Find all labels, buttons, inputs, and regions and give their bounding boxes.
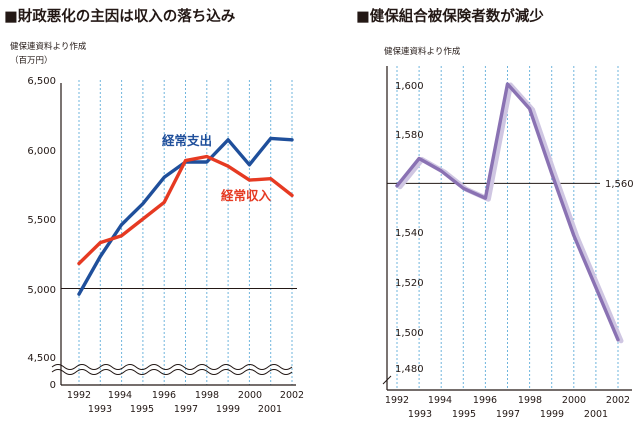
right-x-tick: 2001 bbox=[584, 409, 608, 420]
right-chart-title: ■健保組合被保険者数が減少 bbox=[356, 7, 544, 25]
right-x-tick: 1997 bbox=[496, 409, 520, 420]
right-y-tick: 1,540 bbox=[395, 228, 424, 239]
left-x-tick: 2000 bbox=[238, 390, 262, 401]
right-axis-break bbox=[382, 375, 392, 385]
series-line-shadow bbox=[397, 82, 624, 344]
right-x-tick: 2002 bbox=[606, 395, 630, 406]
left-y-tick: 0 bbox=[50, 380, 56, 391]
left-vertical-grid bbox=[78, 80, 293, 385]
left-x-tick: 1995 bbox=[130, 404, 154, 415]
series-line-income bbox=[77, 154, 294, 266]
left-chart: ■財政悪化の主因は収入の落ち込み 健保連資料より作成 （百万円） 6,500 6… bbox=[4, 7, 304, 415]
right-reference-label: 1,560 bbox=[605, 179, 634, 190]
right-x-tick: 1993 bbox=[408, 409, 432, 420]
right-x-tick: 1996 bbox=[473, 395, 497, 406]
right-x-tick: 1994 bbox=[428, 395, 452, 406]
left-x-tick: 1994 bbox=[108, 390, 132, 401]
left-x-tick: 1997 bbox=[174, 404, 198, 415]
left-axis-break bbox=[51, 364, 293, 375]
left-x-tick: 2002 bbox=[280, 390, 304, 401]
left-y-tick: 6,000 bbox=[27, 146, 56, 157]
left-x-tick: 1998 bbox=[195, 390, 219, 401]
right-x-tick: 1998 bbox=[518, 395, 542, 406]
right-x-tick: 1999 bbox=[540, 409, 564, 420]
left-x-tick: 1992 bbox=[67, 390, 91, 401]
series-label-expenditure: 経常支出 bbox=[162, 133, 212, 148]
left-y-tick: 5,000 bbox=[27, 285, 56, 296]
left-y-tick: 6,500 bbox=[27, 76, 56, 87]
series-label-income: 経常収入 bbox=[221, 188, 272, 203]
right-y-tick: 1,500 bbox=[395, 328, 424, 339]
left-series-group bbox=[77, 136, 294, 296]
left-y-tick: 4,500 bbox=[27, 353, 56, 364]
right-y-tick: 1,480 bbox=[395, 364, 424, 375]
right-x-tick: 1995 bbox=[452, 409, 476, 420]
right-y-tick: 1,520 bbox=[395, 278, 424, 289]
left-x-tick: 1999 bbox=[216, 404, 240, 415]
right-chart: ■健保組合被保険者数が減少 健保連資料より作成 1,600 1,580 1,56… bbox=[356, 7, 634, 420]
right-x-tick: 1992 bbox=[385, 395, 409, 406]
left-x-tick: 2001 bbox=[258, 404, 282, 415]
left-x-tick: 1996 bbox=[152, 390, 176, 401]
series-line-insured bbox=[395, 82, 620, 342]
left-chart-title: ■財政悪化の主因は収入の落ち込み bbox=[4, 7, 236, 25]
right-vertical-grid bbox=[396, 66, 619, 390]
left-chart-source: 健保連資料より作成 bbox=[10, 41, 87, 52]
right-series-group bbox=[395, 82, 624, 344]
left-x-tick: 1993 bbox=[88, 404, 112, 415]
right-chart-source: 健保連資料より作成 bbox=[384, 46, 461, 57]
right-y-tick: 1,580 bbox=[395, 130, 424, 141]
right-x-tick: 2000 bbox=[562, 395, 586, 406]
left-y-tick: 5,500 bbox=[27, 215, 56, 226]
right-y-tick: 1,600 bbox=[395, 81, 424, 92]
left-chart-unit: （百万円） bbox=[10, 55, 53, 66]
